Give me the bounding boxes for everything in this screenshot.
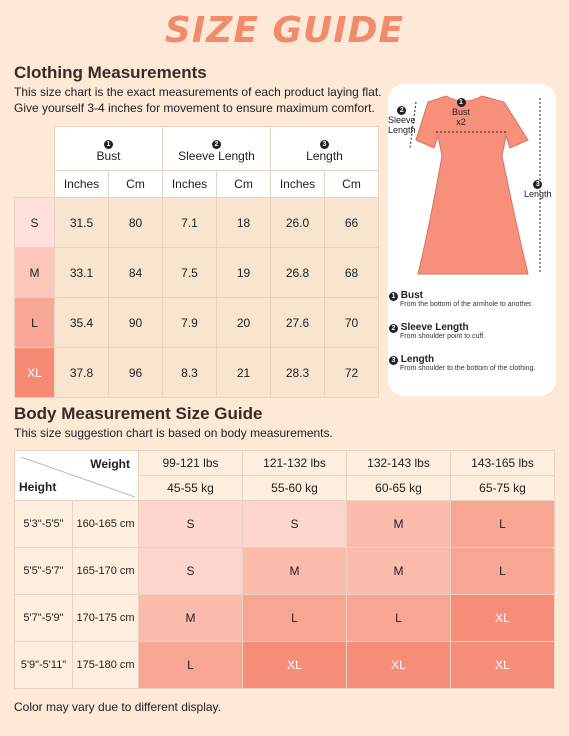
col-sleeve-length: 2 Sleeve Length <box>162 126 271 171</box>
table-row: S 31.5 80 7.1 18 26.0 66 <box>14 197 379 248</box>
length-callout: 3 Length <box>524 180 552 199</box>
legend-sleeve: 2 Sleeve Length From shoulder point to c… <box>389 322 485 340</box>
size-label: S <box>14 197 55 248</box>
col-length: 3 Length <box>270 126 379 171</box>
clothing-desc-2: Give yourself 3-4 inches for movement to… <box>14 101 375 115</box>
dress-diagram-panel: 1 Bust x2 2 Sleeve Length 3 Length <box>388 84 556 396</box>
legend-length: 3 Length From shoulder to the bottom of … <box>389 354 535 372</box>
table-row: L 35.4 90 7.9 20 27.6 70 <box>14 297 379 348</box>
sleeve-callout: 2 Sleeve Length <box>388 106 416 135</box>
col-bust: 1 Bust <box>54 126 163 171</box>
weight-height-corner: Weight Height <box>14 450 139 501</box>
size-label: M <box>14 247 55 298</box>
body-measurement-table: Weight Height 99-121 lbs 121-132 lbs 132… <box>14 450 555 689</box>
body-desc: This size suggestion chart is based on b… <box>14 426 333 440</box>
clothing-measurements-table: 1 Bust 2 Sleeve Length 3 Length Inches Cm I… <box>14 126 379 398</box>
size-label: L <box>14 297 55 348</box>
legend-bust: 1 Bust From the bottom of the armhole to… <box>389 290 533 308</box>
bust-callout: 1 Bust x2 <box>452 98 471 127</box>
color-note: Color may vary due to different display. <box>14 700 221 714</box>
body-heading: Body Measurement Size Guide <box>14 404 263 423</box>
table-row: 5'9"-5'11" 175-180 cm L XL XL XL <box>14 641 555 689</box>
page-title: SIZE GUIDE <box>164 10 405 51</box>
size-label: XL <box>14 347 55 398</box>
clothing-heading: Clothing Measurements <box>14 63 207 82</box>
table-row: M 33.1 84 7.5 19 26.8 68 <box>14 247 379 298</box>
table-row: XL 37.8 96 8.3 21 28.3 72 <box>14 347 379 398</box>
clothing-desc-1: This size chart is the exact measurement… <box>14 85 382 99</box>
